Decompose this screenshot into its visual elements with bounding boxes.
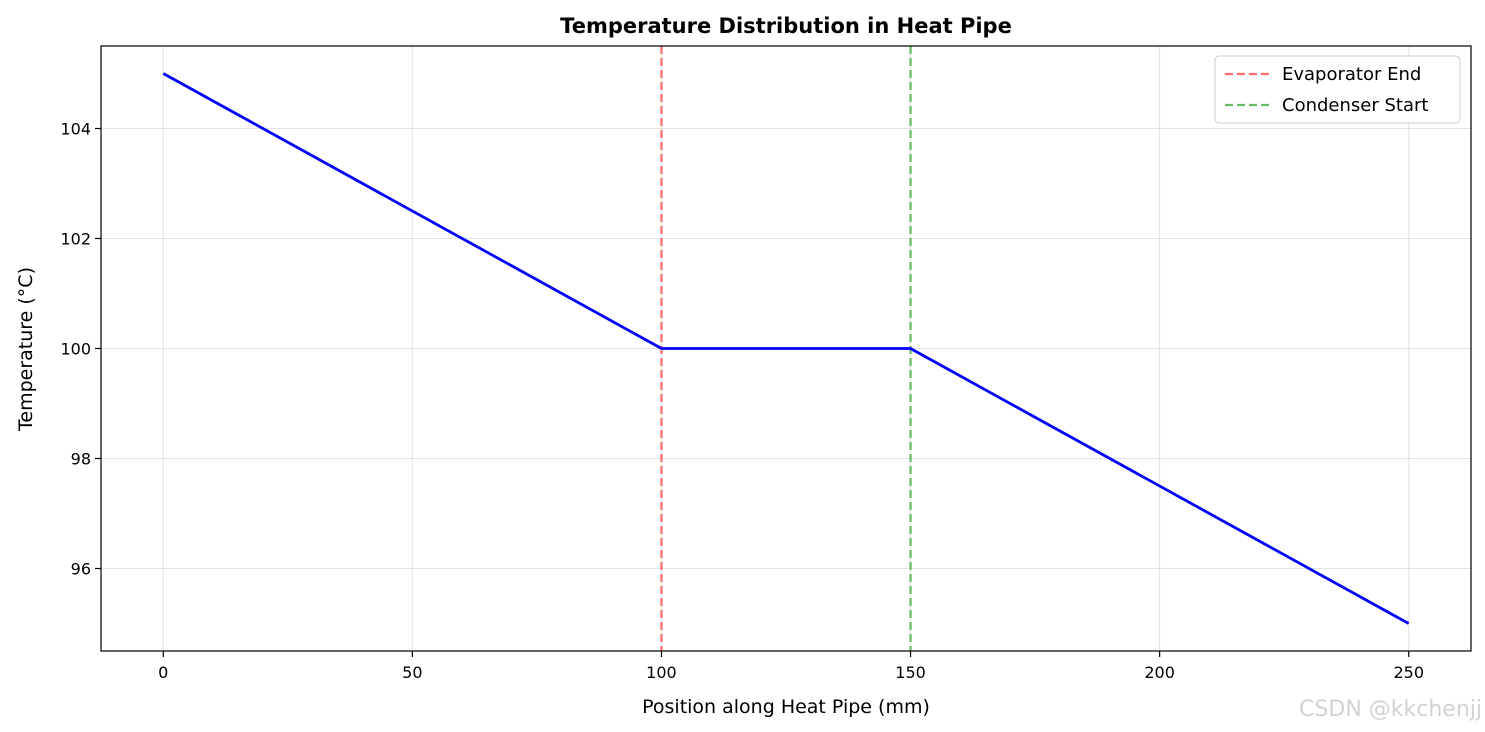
- x-axis-label: Position along Heat Pipe (mm): [642, 696, 930, 718]
- x-tick-label: 200: [1144, 663, 1175, 682]
- y-tick-label: 98: [71, 450, 91, 469]
- x-tick-label: 50: [402, 663, 422, 682]
- y-tick-label: 96: [71, 560, 91, 579]
- x-tick-label: 0: [158, 663, 168, 682]
- y-tick-label: 100: [60, 340, 91, 359]
- legend-box: [1214, 55, 1461, 124]
- x-tick-label: 250: [1393, 663, 1424, 682]
- legend-label-evaporator-end: Evaporator End: [1282, 64, 1421, 85]
- y-axis-ticks: 96 98 100 102 104: [60, 120, 101, 579]
- watermark: CSDN @kkchenjj: [1299, 697, 1482, 722]
- series-layer: [162, 72, 1410, 625]
- y-axis-label: Temperature (°C): [15, 267, 37, 432]
- x-tick-label: 150: [895, 663, 926, 682]
- y-tick-label: 104: [60, 120, 91, 139]
- legend: Evaporator End Condenser Start: [1214, 55, 1461, 124]
- x-axis-ticks: 0 50 100 150 200 250: [158, 651, 1424, 682]
- temperature-series-line: [162, 72, 1410, 625]
- legend-label-condenser-start: Condenser Start: [1282, 95, 1428, 116]
- x-tick-label: 100: [646, 663, 677, 682]
- y-tick-label: 102: [60, 230, 91, 249]
- chart-title: Temperature Distribution in Heat Pipe: [560, 14, 1012, 38]
